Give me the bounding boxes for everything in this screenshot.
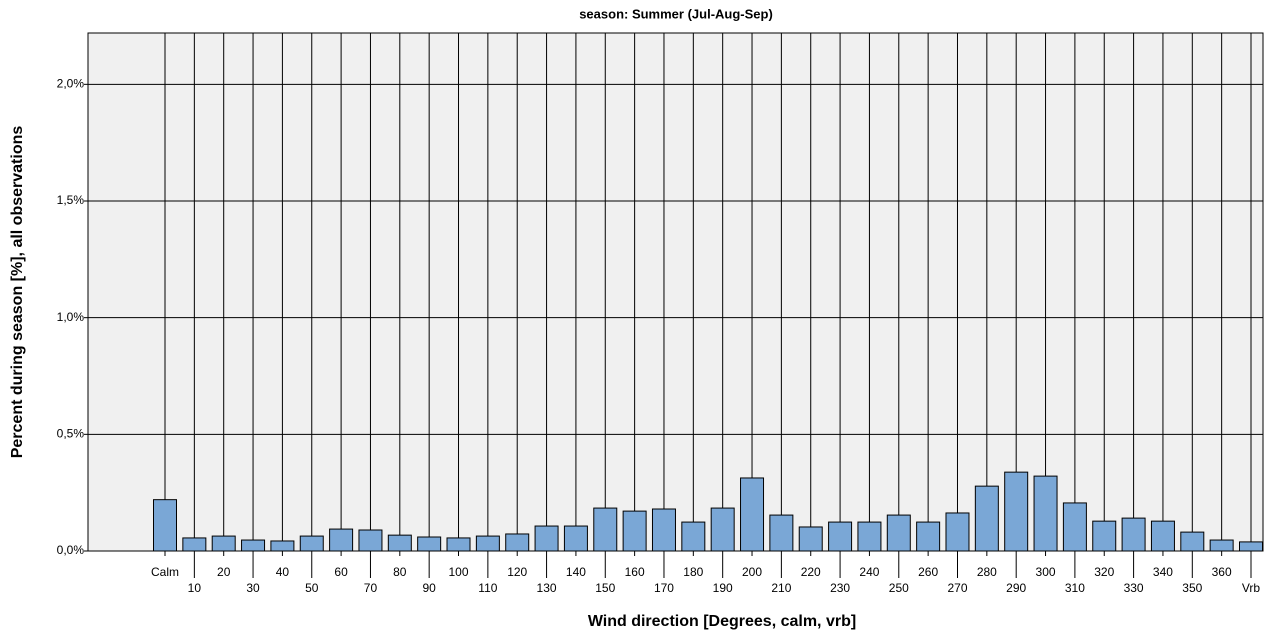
bar [1004, 471, 1029, 552]
bar [387, 534, 412, 552]
plot-area [87, 32, 1264, 552]
x-tick-label: 340 [1153, 565, 1173, 579]
x-tick-label: 20 [217, 565, 231, 579]
bar [1239, 541, 1263, 552]
bar [740, 477, 765, 552]
y-tick-label: 0,0% [57, 543, 85, 557]
bar [886, 514, 911, 552]
bar [563, 525, 588, 552]
bar [299, 535, 324, 552]
bar [1033, 475, 1058, 552]
bar [710, 507, 735, 552]
bar [446, 537, 471, 552]
bar [1150, 520, 1175, 552]
bar [505, 533, 530, 552]
x-tick-label: 140 [566, 565, 586, 579]
x-tick-label: 40 [276, 565, 290, 579]
x-tick-label: 310 [1065, 581, 1085, 595]
y-tick-label: 0,5% [57, 427, 85, 441]
bar [358, 529, 383, 552]
y-tick-label: 1,0% [57, 310, 85, 324]
x-tick-label: 300 [1036, 565, 1056, 579]
x-tick-label: 120 [507, 565, 527, 579]
x-tick-label: 320 [1094, 565, 1114, 579]
bar [329, 528, 354, 552]
x-tick-label: 90 [422, 581, 436, 595]
bar [681, 521, 706, 552]
x-tick-label: Vrb [1242, 581, 1261, 595]
bar [475, 535, 500, 552]
bar [153, 499, 177, 552]
bar [182, 537, 207, 552]
x-tick-label: 360 [1212, 565, 1232, 579]
x-tick-label: 350 [1182, 581, 1202, 595]
x-tick-label: 10 [188, 581, 202, 595]
bar [945, 512, 970, 552]
chart-title: season: Summer (Jul-Aug-Sep) [579, 6, 773, 21]
x-tick-label: 160 [625, 565, 645, 579]
x-tick-label: 200 [742, 565, 762, 579]
x-tick-label: 210 [771, 581, 791, 595]
x-tick-label: 290 [1006, 581, 1026, 595]
bar [828, 521, 853, 552]
x-tick-label: 100 [448, 565, 468, 579]
x-tick-label: 180 [683, 565, 703, 579]
x-tick-label: 80 [393, 565, 407, 579]
x-tick-label: 240 [859, 565, 879, 579]
x-tick-label: 150 [595, 581, 615, 595]
bar [769, 514, 794, 552]
x-tick-label: 220 [801, 565, 821, 579]
bar [241, 539, 266, 552]
x-tick-label: 50 [305, 581, 319, 595]
x-axis-label: Wind direction [Degrees, calm, vrb] [588, 613, 856, 630]
bar [916, 521, 941, 552]
x-tick-label: 170 [654, 581, 674, 595]
bar [651, 508, 676, 552]
bar [534, 525, 559, 552]
bar [1092, 520, 1117, 552]
x-tick-label: 130 [537, 581, 557, 595]
x-tick-label: 60 [334, 565, 348, 579]
bar [857, 521, 882, 552]
bar [1209, 539, 1234, 552]
x-tick-label: 30 [246, 581, 260, 595]
x-tick-label: 110 [478, 581, 497, 595]
x-tick-label: 70 [364, 581, 378, 595]
x-tick-label: 190 [713, 581, 733, 595]
bar [1180, 531, 1205, 552]
x-tick-label: 250 [889, 581, 909, 595]
y-tick-label: 2,0% [57, 77, 85, 91]
bar [1062, 502, 1087, 552]
bar [417, 536, 442, 552]
y-tick-label: 1,5% [57, 193, 85, 207]
bar [270, 540, 295, 552]
y-axis-label: Percent during season [%], all observati… [9, 126, 26, 459]
bar [593, 507, 618, 552]
bar [974, 485, 999, 552]
bar [622, 510, 647, 552]
x-tick-label: 230 [830, 581, 850, 595]
x-tick-label: 270 [947, 581, 967, 595]
bar [798, 526, 823, 552]
x-tick-label: 280 [977, 565, 997, 579]
bar [211, 535, 236, 552]
bar [1121, 517, 1146, 552]
x-tick-label: Calm [151, 565, 179, 579]
x-tick-label: 260 [918, 565, 938, 579]
x-tick-label: 330 [1124, 581, 1144, 595]
